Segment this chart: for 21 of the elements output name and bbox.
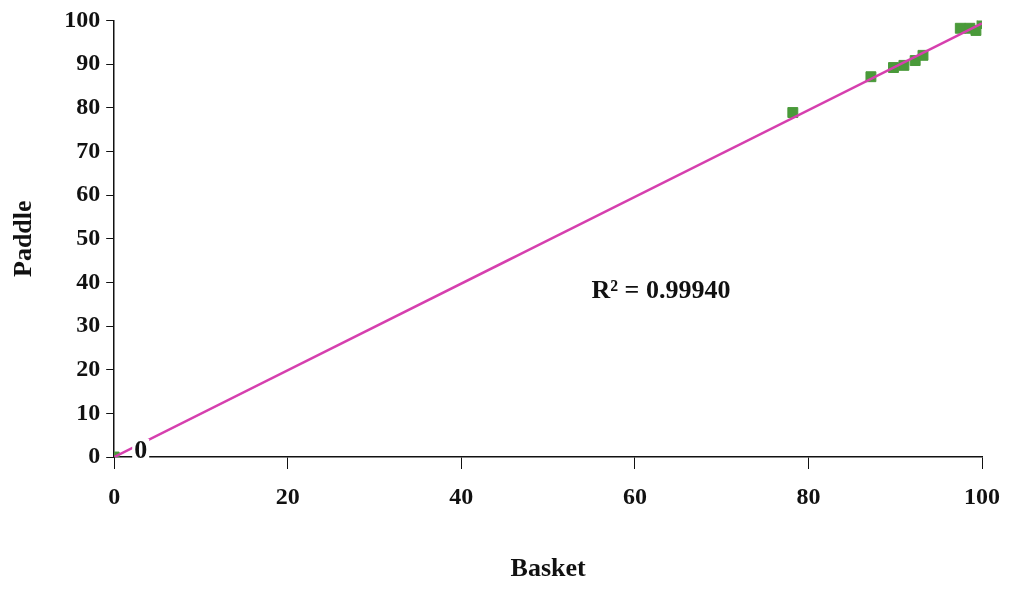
y-tick-label: 0 bbox=[88, 442, 101, 469]
y-tick-label: 20 bbox=[76, 354, 101, 381]
x-tick-label: 80 bbox=[796, 482, 821, 509]
y-tick-label: 90 bbox=[76, 49, 101, 76]
y-tick-label: 70 bbox=[76, 136, 101, 163]
x-tick-label: 20 bbox=[275, 482, 300, 509]
y-tick-label: 30 bbox=[76, 311, 101, 338]
x-axis-title: Basket bbox=[510, 553, 586, 583]
x-tick-label: 100 bbox=[964, 482, 1000, 509]
y-axis-title: Paddle bbox=[8, 200, 38, 277]
annotation: R² = 0.99940 bbox=[591, 274, 731, 304]
x-tick-label: 40 bbox=[449, 482, 474, 509]
x-tick-label: 60 bbox=[622, 482, 647, 509]
y-tick-label: 60 bbox=[76, 180, 101, 207]
y-tick-label: 50 bbox=[76, 223, 101, 250]
y-tick-label: 40 bbox=[76, 267, 101, 294]
y-tick-label: 80 bbox=[76, 92, 101, 119]
y-tick-label: 10 bbox=[76, 398, 101, 425]
annotation: 0 bbox=[134, 434, 148, 464]
y-tick-label: 100 bbox=[64, 5, 101, 32]
x-tick-label: 0 bbox=[108, 482, 121, 509]
